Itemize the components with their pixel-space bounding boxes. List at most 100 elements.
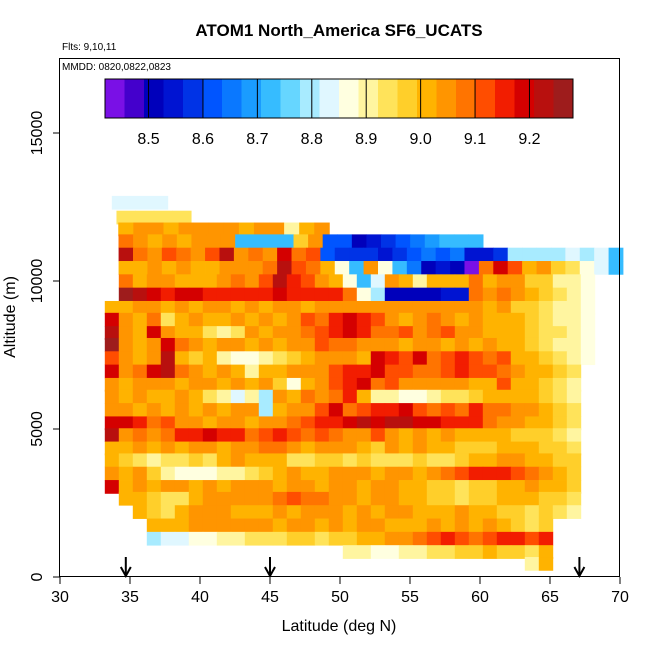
heatmap-cell (356, 505, 372, 519)
heatmap-cell (342, 389, 358, 404)
heatmap-cell (524, 351, 540, 366)
colorbar-swatch (436, 79, 457, 118)
heatmap-cell (412, 337, 428, 352)
heatmap-cell (202, 337, 218, 352)
flight-marker-arrowhead (264, 566, 276, 579)
heatmap-cell (230, 505, 246, 519)
heatmap-cell (538, 453, 554, 468)
heatmap-cell (454, 505, 470, 519)
heatmap-cell (538, 557, 554, 571)
heatmap-cell (314, 453, 330, 468)
heatmap-cell (440, 505, 456, 519)
heatmap-cell (188, 403, 204, 417)
heatmap-cell (510, 531, 526, 546)
heatmap-cell (328, 351, 344, 366)
heatmap-cell (286, 416, 302, 431)
heatmap-cell (370, 389, 386, 404)
heatmap-cell (146, 274, 162, 289)
heatmap-cell (230, 428, 246, 442)
heatmap-cell (510, 403, 526, 417)
heatmap-cell (552, 351, 568, 366)
heatmap-cell (370, 337, 386, 352)
heatmap-cell (412, 312, 428, 327)
x-axis: 30 35 40 45 50 55 60 65 70 (51, 577, 629, 606)
heatmap-cell (538, 351, 554, 366)
heatmap-cell (342, 364, 358, 379)
heatmap-cell (258, 351, 274, 366)
heatmap-cell (421, 247, 437, 262)
chart-title: ATOM1 North_America SF6_UCATS (195, 21, 482, 40)
heatmap-cell (314, 312, 330, 327)
heatmap-cell (258, 300, 274, 315)
colorbar-tick-label: 8.7 (246, 131, 268, 148)
heatmap-cell (468, 505, 484, 519)
heatmap-cell (174, 312, 190, 327)
heatmap-cell (566, 491, 582, 506)
heatmap-cell (356, 326, 372, 340)
heatmap-cell (524, 480, 540, 494)
heatmap-cell (426, 364, 442, 379)
heatmap-cell (410, 234, 426, 249)
heatmap-cell (272, 389, 288, 404)
heatmap-cell (482, 480, 498, 494)
heatmap-cell (496, 545, 512, 559)
heatmap-cell (216, 491, 232, 506)
heatmap-cell (272, 274, 288, 289)
heatmap-cell (160, 287, 176, 302)
heatmap-cell (412, 377, 428, 392)
heatmap-cell (440, 364, 456, 379)
heatmap-cell (370, 312, 386, 327)
heatmap-cell (328, 377, 344, 392)
heatmap-cell (118, 416, 134, 431)
heatmap-cell (468, 416, 484, 431)
heatmap-cell (174, 518, 190, 533)
heatmap-cell (566, 441, 582, 456)
colorbar-swatch (105, 79, 125, 118)
heatmap-cell (440, 491, 456, 506)
heatmap-cell (398, 337, 414, 352)
heatmap-cell (363, 247, 379, 262)
heatmap-cell (272, 287, 288, 302)
heatmap-cell (160, 364, 176, 379)
heatmap-cell (286, 351, 302, 366)
heatmap-cell (552, 403, 568, 417)
heatmap-cell (398, 274, 414, 289)
heatmap-cell (524, 364, 540, 379)
heatmap-cell (510, 274, 526, 289)
heatmap-cell (496, 453, 512, 468)
heatmap-cell (208, 222, 225, 237)
heatmap-cell (300, 364, 316, 379)
heatmap-cell (552, 326, 568, 340)
heatmap-cell (230, 287, 246, 302)
heatmap-cell (482, 428, 498, 442)
heatmap-cell (342, 300, 358, 315)
heatmap-cell (286, 287, 302, 302)
heatmap-cell (230, 480, 246, 494)
heatmap-cell (216, 531, 232, 546)
heatmap-cell (258, 389, 274, 404)
heatmap-cell (230, 326, 246, 340)
heatmap-cell (482, 416, 498, 431)
heatmap-cell (524, 531, 540, 546)
heatmap-cell (160, 389, 176, 404)
heatmap-cell (258, 531, 274, 546)
heatmap-cell (351, 234, 367, 249)
heatmap-cell (314, 403, 330, 417)
colorbar-tick-label: 8.9 (355, 131, 377, 148)
heatmap-cell (132, 300, 148, 315)
heatmap-cell (272, 312, 288, 327)
heatmap-cell (132, 364, 148, 379)
heatmap-cell (160, 403, 176, 417)
heatmap-cell (454, 428, 470, 442)
heatmap-cell (118, 222, 134, 237)
heatmap-cell (496, 351, 512, 366)
heatmap-cell (272, 403, 288, 417)
heatmap-cell (300, 453, 316, 468)
heatmap-cell (482, 364, 498, 379)
heatmap-cell (426, 505, 442, 519)
heatmap-cell (132, 337, 148, 352)
heatmap-cell (104, 337, 120, 352)
heatmap-cell (342, 337, 358, 352)
heatmap-cell (398, 403, 414, 417)
heatmap-cell (552, 453, 568, 468)
